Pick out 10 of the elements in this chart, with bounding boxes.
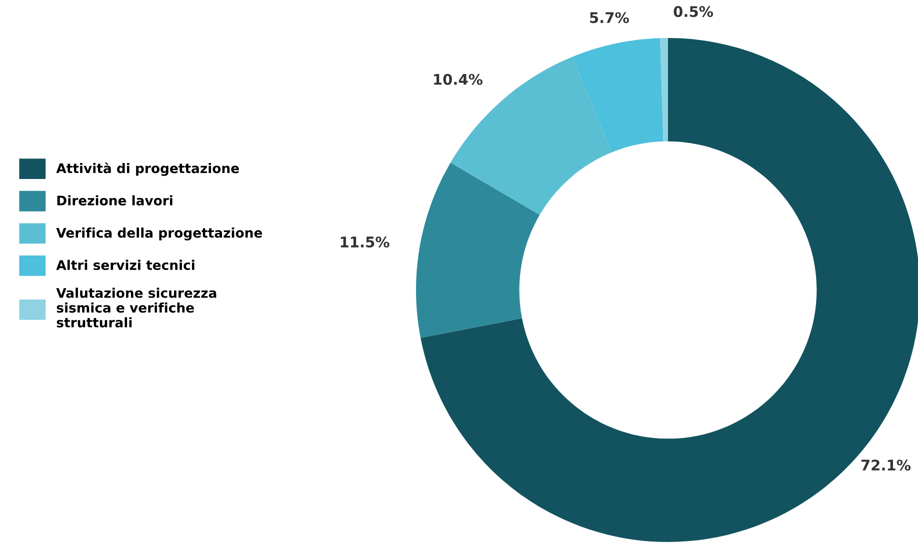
data-label: 10.4% <box>434 74 483 85</box>
legend-label: Altri servizi tecnici <box>56 260 194 270</box>
legend-label: Attività di progettazione <box>56 162 239 176</box>
data-label: 5.7% <box>590 12 629 24</box>
legend-label: Verifica della progettazione <box>56 228 262 240</box>
legend-label: Valutazione sicurezza sismica e verifiche strutturali <box>56 288 216 328</box>
data-label: 72.1% <box>861 460 911 471</box>
legend-label: Direzione lavori <box>57 195 172 206</box>
data-label: 11.5% <box>340 236 390 248</box>
data-label: 0.5% <box>674 6 714 18</box>
